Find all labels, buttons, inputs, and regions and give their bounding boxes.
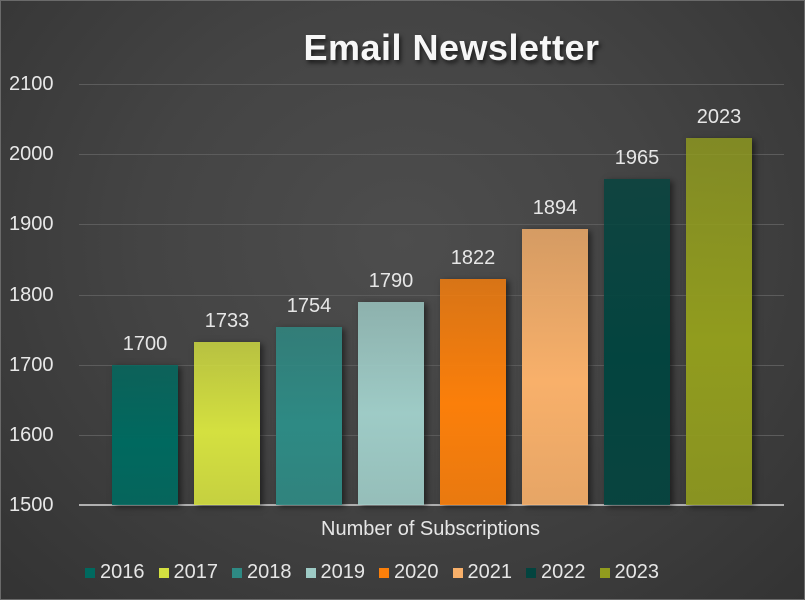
bar-2022 xyxy=(604,178,670,505)
legend-swatch-icon xyxy=(379,567,389,578)
data-label: 1754 xyxy=(286,294,332,317)
gridline xyxy=(79,504,784,506)
y-tick-label: 2100 xyxy=(9,73,54,95)
bar-2021 xyxy=(522,228,588,505)
data-label: 1894 xyxy=(532,196,578,219)
data-label: 1733 xyxy=(204,309,250,332)
bar-2023 xyxy=(686,138,752,505)
bar-2019 xyxy=(358,301,424,505)
bar-2016 xyxy=(112,364,178,505)
gridline xyxy=(79,364,784,366)
legend-item-2019: 2019 xyxy=(305,561,366,584)
y-tick-label: 1800 xyxy=(9,283,54,306)
legend-swatch-icon xyxy=(452,567,463,578)
y-tick-label: 1500 xyxy=(9,494,54,516)
y-tick-label: 1700 xyxy=(9,353,54,376)
bar-2020 xyxy=(440,279,506,505)
legend-item-2023: 2023 xyxy=(599,561,660,584)
gridline xyxy=(79,84,784,85)
legend-swatch-icon xyxy=(526,567,536,578)
legend-label: 2022 xyxy=(541,561,586,583)
data-label: 1822 xyxy=(450,247,496,270)
legend-label: 2019 xyxy=(320,561,366,583)
legend-swatch-icon xyxy=(232,567,242,578)
gridline xyxy=(79,294,784,296)
legend-label: 2017 xyxy=(173,561,219,583)
legend-item-2016: 2016 xyxy=(85,561,145,584)
gridline xyxy=(79,434,784,436)
data-label: 2023 xyxy=(696,106,742,129)
legend-swatch-icon xyxy=(599,567,610,578)
y-tick-label: 1600 xyxy=(9,423,54,446)
legend-label: 2016 xyxy=(100,561,145,583)
legend-item-2018: 2018 xyxy=(232,561,292,584)
bar-2018 xyxy=(276,326,342,505)
gridline xyxy=(79,224,784,226)
legend-swatch-icon xyxy=(158,567,169,578)
legend-item-2020: 2020 xyxy=(379,561,439,584)
y-tick-label: 1900 xyxy=(9,213,54,236)
legend-swatch-icon xyxy=(85,567,95,578)
legend-label: 2018 xyxy=(247,561,292,583)
data-label: 1700 xyxy=(122,332,168,355)
x-axis-label: Number of Subscriptions xyxy=(321,518,540,540)
legend-item-2017: 2017 xyxy=(158,561,219,584)
chart-title: Email Newsletter xyxy=(303,27,600,68)
data-label: 1965 xyxy=(614,146,660,169)
legend-label: 2021 xyxy=(467,561,513,583)
y-tick-label: 2000 xyxy=(9,143,54,166)
legend-label: 2023 xyxy=(614,561,660,583)
data-label: 1790 xyxy=(368,269,414,292)
bar-2017 xyxy=(194,341,260,505)
legend-item-2022: 2022 xyxy=(526,561,586,584)
legend-label: 2020 xyxy=(394,561,439,583)
legend-swatch-icon xyxy=(305,567,316,578)
gridline xyxy=(79,154,784,156)
legend: 2016 2017 2018 2019 2020 2021 2022 2023 xyxy=(85,561,673,584)
legend-item-2021: 2021 xyxy=(452,561,513,584)
